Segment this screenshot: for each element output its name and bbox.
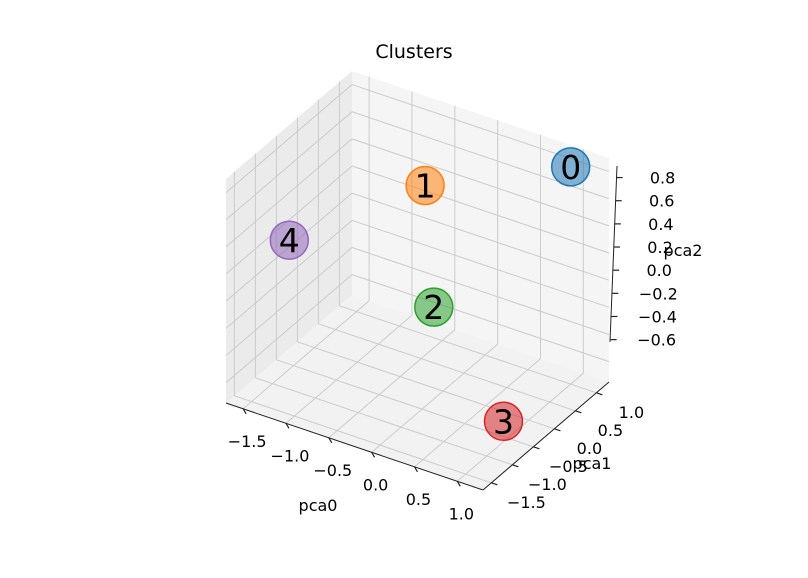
cluster-point-4: 4 [269,220,310,260]
x-tick-label: −1.5 [228,432,267,451]
grid-line [225,84,353,193]
grid-line [351,165,610,254]
x-tick-label: −1.0 [271,446,310,465]
grid-line [351,219,610,308]
x-axis-line [225,402,484,491]
cluster-marker [269,220,310,260]
grid-line [225,111,353,221]
y-tick-label: −0.5 [549,457,588,476]
chart-title: Clusters [375,41,452,63]
z-tick-label: 0.6 [649,192,674,211]
grid-line [242,300,370,410]
grid-line [371,343,498,453]
z-tick-label: −0.4 [638,307,677,326]
cluster-label: 2 [423,288,444,327]
z-tick-label: 0.8 [650,169,675,188]
grid-line [255,377,513,466]
x-tick-label: 0.0 [363,475,388,494]
grid-line [225,165,353,275]
cluster-label: 0 [560,148,581,187]
z-axis-label: pca2 [664,241,703,260]
y-tick-mark [575,410,582,414]
y-tick-mark [533,446,540,450]
grid-line [234,395,492,484]
z-tick-label: −0.2 [639,284,678,303]
y-tick-label: −1.0 [528,475,567,494]
grid-line [351,247,610,335]
z-tick-label: 0.4 [648,215,673,234]
z-tick-label: 0.0 [646,261,671,280]
y-tick-mark [554,428,561,432]
y-tick-mark [491,482,498,486]
x-tick-label: −0.5 [313,461,352,480]
y-axis-line [482,381,610,491]
y-axis-label: pca1 [573,454,612,473]
grid-line [318,323,576,412]
cluster-point-0: 0 [550,147,591,187]
x-tick-mark [328,437,333,444]
cluster-marker [483,401,524,442]
grid-lines [225,76,610,484]
x-tick-mark [242,408,247,415]
grid-line [225,219,353,329]
y-tick-label: 1.0 [619,403,644,422]
x-tick-mark [413,466,418,473]
y-tick-label: −1.5 [507,493,546,512]
x-tick-label: 1.0 [449,504,474,523]
y-tick-mark [512,464,519,468]
grid-line [285,314,413,424]
y-tick-mark [596,392,603,396]
cluster-marker [414,287,454,327]
grid-line [225,138,353,248]
floor-pane [226,295,609,490]
x-tick-label: 0.5 [406,490,431,509]
grid-line [339,305,597,394]
grid-line [414,358,541,468]
cluster-label: 4 [279,221,300,260]
grid-line [328,329,456,439]
z-tick-label: 0.2 [647,238,672,257]
tick-labels: −1.5−1.0−0.50.00.51.0−1.5−1.0−0.50.00.51… [228,169,678,524]
cluster-marker [405,165,445,206]
cluster-point-2: 2 [414,287,454,327]
cluster-marker [550,147,591,187]
grid-line [351,192,610,281]
axis-lines [225,165,618,491]
cluster-label: 3 [493,402,514,441]
grid-line [351,274,610,363]
grid-line [351,138,610,227]
cluster-points: 0 1 2 3 4 [269,147,591,442]
cluster-point-1: 1 [405,165,445,206]
x-axis-label: pca0 [299,496,338,515]
z-tick-label: −0.6 [637,331,676,350]
z-axis-line [609,165,618,343]
y-tick-label: 0.0 [577,439,602,458]
x-tick-mark [285,422,290,429]
tick-marks [242,176,623,487]
cluster-point-3: 3 [483,401,524,442]
grid-line [225,247,353,356]
grid-line [225,274,353,384]
cluster-label: 1 [415,167,436,206]
y-tick-label: 0.5 [598,421,623,440]
x-tick-mark [456,480,461,487]
x-tick-mark [371,451,376,458]
